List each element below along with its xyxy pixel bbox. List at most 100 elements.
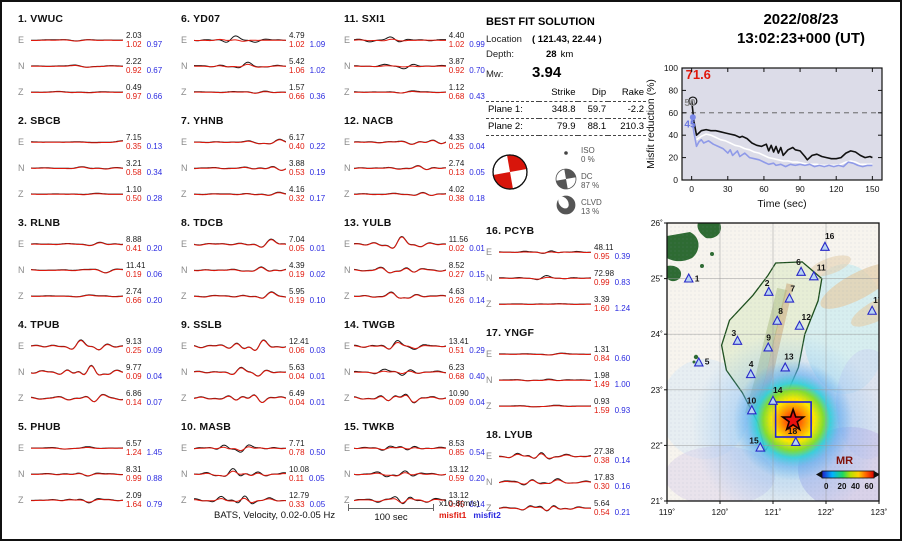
waveform-trace-YNGF-Z	[499, 404, 591, 408]
amplitude-value: 1.10	[126, 185, 142, 194]
amplitude-value: 1.57	[289, 83, 305, 92]
station-rows: E 7.04 0.05 0.01 N 4.39 0.19 0.02 Z 5.95 0.19 0.10	[181, 231, 344, 309]
station-triangle-icon	[808, 270, 819, 281]
station-rows: E 6.17 0.40 0.22 N 3.88 0.53 0.19 Z 4.16 0.32 0.17	[181, 129, 344, 207]
amplitude-value: 10.08	[289, 465, 310, 474]
waveform-row-TPUB-E: E 9.13 0.25 0.09	[18, 333, 181, 359]
waveform-row-RLNB-Z: Z 2.74 0.66 0.20	[18, 283, 181, 309]
waveform-row-YHNB-Z: Z 4.16 0.32 0.17	[181, 181, 344, 207]
misfit-blue-line	[690, 117, 873, 168]
map-station-10: 10	[746, 395, 757, 415]
channel-label: E	[486, 451, 493, 461]
station-block-YD07: 6. YD07 E 4.79 1.02 1.09 N 5.42 1.06 1.02 Z 1.57 0…	[181, 13, 344, 110]
misfit2-value: 0.17	[309, 194, 326, 203]
misfit-white-line	[696, 133, 873, 167]
channel-label: E	[18, 443, 25, 453]
waveform-trace-TWKB-N	[353, 470, 446, 478]
channel-label: E	[486, 349, 493, 359]
misfit-values: 6.17 0.40 0.22	[289, 133, 339, 151]
misfit-values: 1.98 1.49 1.00	[594, 371, 644, 389]
misfit1-value: 0.19	[289, 270, 305, 279]
amplitude-value: 2.03	[126, 31, 142, 40]
waveform-trace-SSLB-E	[194, 339, 286, 351]
waveform-trace-YHNB-Z	[194, 191, 286, 196]
amplitude-value: 48.11	[594, 243, 614, 252]
misfit2-value: 1.45	[146, 448, 163, 457]
waveform-column-3: 11. SXI1 E 4.40 1.02 0.99 N 3.87 0.92 0.70 Z 1.12…	[344, 8, 486, 526]
waveform-row-TWKB-E: E 8.53 0.85 0.54	[344, 435, 486, 461]
waveform-trace-SXI1-E	[353, 36, 446, 43]
x-tick-label: 0	[689, 184, 694, 194]
amplitude-value: 7.15	[126, 133, 142, 142]
station-triangle-icon	[683, 272, 694, 283]
misfit2-value: 0.54	[469, 448, 485, 457]
scalebar-label: 100 sec	[374, 512, 408, 523]
station-number-label: 16	[825, 231, 835, 241]
misfit1-value: 0.19	[289, 296, 305, 305]
station-triangle-icon	[772, 315, 783, 325]
station-rows: E 48.11 0.95 0.39 N 72.98 0.99 0.83 Z 3.39 1.60 1.2…	[486, 239, 652, 317]
annotation-50: 50	[684, 98, 696, 109]
channel-label: Z	[344, 495, 350, 505]
waveform-row-YULB-Z: Z 4.63 0.26 0.14	[344, 283, 486, 309]
misfit1-value: 0.27	[448, 270, 465, 279]
misfit-values: 4.39 0.19 0.02	[289, 261, 339, 279]
misfit-plot-svg: 71.6 50 45 0 30 60 90 120 150 0 20 40 60 80 100 Time (s…	[645, 63, 883, 210]
station-number-label: 9	[766, 333, 771, 343]
taiwan-map: MR 0 20 40 60 1 2 3 4 5 6 7 8 9 10 11 12 13 14 15 16 17 18 119˚…	[650, 214, 898, 538]
misfit1-value: 0.85	[448, 448, 465, 457]
station-triangle-icon	[767, 395, 779, 405]
waveform-row-YD07-E: E 4.79 1.02 1.09	[181, 27, 344, 53]
misfit1-value: 0.25	[126, 346, 142, 355]
mw-value: 3.94	[532, 64, 562, 81]
amplitude-value: 7.04	[289, 235, 305, 244]
channel-label: N	[18, 265, 25, 275]
channel-label: N	[344, 469, 351, 479]
misfit-values: 8.53 0.85 0.54	[449, 439, 486, 457]
strike-header: Strike	[551, 87, 576, 98]
station-header: 16. PCYB	[486, 225, 535, 237]
waveform-trace-YHNB-E	[194, 138, 286, 145]
misfit-values: 11.56 0.02 0.01	[449, 235, 486, 253]
channel-label: N	[344, 61, 351, 71]
channel-label: Z	[181, 495, 187, 505]
misfit2-value: 0.39	[614, 252, 631, 261]
waveform-row-TWGB-E: E 13.41 0.51 0.29	[344, 333, 486, 359]
mw-label: Mw:	[486, 69, 504, 80]
misfit1-value: 0.35	[126, 142, 142, 151]
location-label: Location	[486, 34, 522, 45]
waveform-row-MASB-N: N 10.08 0.11 0.05	[181, 461, 344, 487]
station-number-label: 2	[765, 278, 770, 288]
waveform-trace-TWKB-Z	[353, 496, 446, 505]
station-triangle-icon	[790, 436, 801, 447]
misfit1-value: 0.51	[448, 346, 465, 355]
amplitude-value: 8.31	[126, 465, 142, 474]
location-value: ( 121.43, 22.44 )	[532, 34, 602, 45]
waveform-row-YULB-N: N 8.52 0.27 0.15	[344, 257, 486, 283]
waveform-row-MASB-Z: Z 12.79 0.33 0.05	[181, 487, 344, 513]
channel-label: E	[181, 137, 188, 147]
plane1-row: Plane 1: 348.8 59.7 -2.2	[486, 102, 646, 119]
misfit1-value: 0.99	[594, 278, 610, 287]
waveform-trace-MASB-Z	[194, 495, 286, 505]
misfit2-value: 0.14	[469, 296, 485, 305]
waveform-row-YNGF-Z: Z 0.93 1.59 0.93	[486, 393, 652, 419]
misfit-values: 9.77 0.09 0.04	[126, 363, 176, 381]
channel-label: Z	[344, 87, 350, 97]
plane1-rake: -2.2	[627, 104, 644, 115]
amplitude-value: 17.83	[594, 473, 615, 482]
station-number-label: 10	[747, 395, 757, 405]
amplitude-value: 3.39	[594, 295, 610, 304]
misfit-values: 10.90 0.09 0.04	[449, 389, 486, 407]
amplitude-value: 1.12	[448, 83, 465, 92]
misfit1-value: 0.30	[594, 482, 610, 491]
waveform-trace-NACB-N	[353, 165, 446, 171]
waveform-row-PCYB-Z: Z 3.39 1.60 1.24	[486, 291, 652, 317]
waveform-row-TWKB-Z: Z 13.12 0.45 0.14	[344, 487, 486, 513]
waveform-trace-TWKB-E	[353, 445, 446, 451]
waveform-trace-TDCB-Z	[194, 291, 286, 299]
misfit-values: 8.88 0.41 0.20	[126, 235, 176, 253]
station-block-SXI1: 11. SXI1 E 4.40 1.02 0.99 N 3.87 0.92 0.70 Z 1.12…	[344, 13, 486, 110]
misfit-values: 2.22 0.92 0.67	[126, 57, 176, 75]
channel-label: Z	[486, 503, 492, 513]
